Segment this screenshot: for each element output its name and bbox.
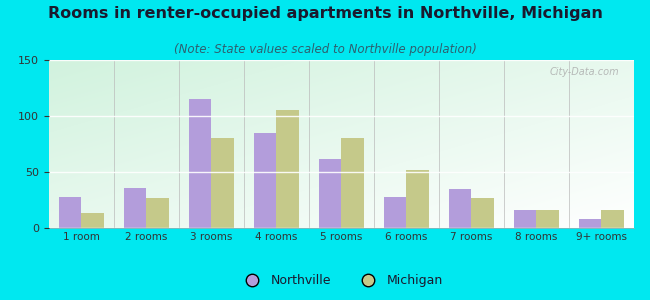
Bar xyxy=(58,196,81,228)
Bar xyxy=(276,110,299,228)
Bar xyxy=(448,189,471,228)
Bar xyxy=(514,210,536,228)
Bar xyxy=(471,198,494,228)
Bar xyxy=(318,159,341,228)
Bar xyxy=(254,133,276,228)
Text: City-Data.com: City-Data.com xyxy=(549,67,619,77)
Text: (Note: State values scaled to Northville population): (Note: State values scaled to Northville… xyxy=(174,44,476,56)
Bar xyxy=(406,170,429,228)
Bar xyxy=(188,99,211,228)
Bar xyxy=(146,198,169,228)
Legend: Northville, Michigan: Northville, Michigan xyxy=(234,269,448,292)
Bar xyxy=(384,196,406,228)
Bar xyxy=(211,138,234,228)
Text: Rooms in renter-occupied apartments in Northville, Michigan: Rooms in renter-occupied apartments in N… xyxy=(47,6,603,21)
Bar xyxy=(536,210,559,228)
Bar xyxy=(341,138,364,228)
Bar xyxy=(601,210,624,228)
Bar xyxy=(124,188,146,228)
Bar xyxy=(578,219,601,228)
Bar xyxy=(81,213,104,228)
